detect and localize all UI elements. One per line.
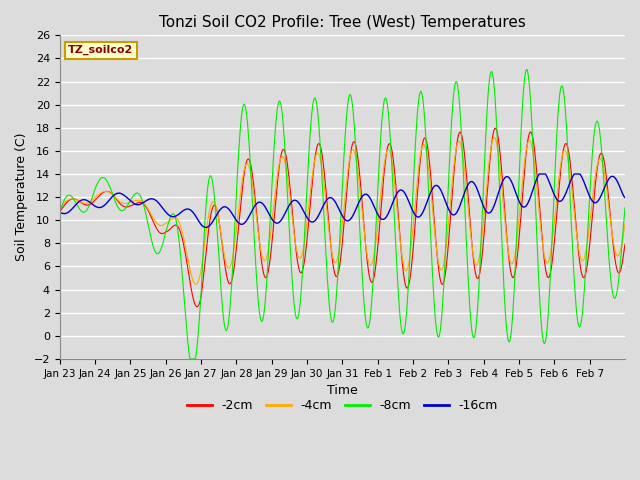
-2cm [193,304,201,310]
Line: -2cm: -2cm [60,128,625,307]
-8cm [255,303,262,309]
-16cm [536,171,543,177]
Line: -16cm: -16cm [60,174,625,228]
-4cm [433,251,441,257]
-8cm [186,356,194,362]
-16cm [122,194,130,200]
-16cm [276,218,284,224]
-4cm [621,221,629,227]
-8cm [227,295,235,301]
Legend: -2cm, -4cm, -8cm, -16cm: -2cm, -4cm, -8cm, -16cm [182,395,503,418]
-8cm [433,331,441,336]
-2cm [255,234,262,240]
-16cm [401,191,409,197]
-4cm [401,267,409,273]
-16cm [433,183,441,189]
Y-axis label: Soil Temperature (C): Soil Temperature (C) [15,133,28,262]
Line: -4cm: -4cm [60,137,625,284]
-2cm [227,280,235,286]
X-axis label: Time: Time [327,384,358,397]
-4cm [56,204,63,210]
-2cm [401,282,409,288]
-2cm [56,208,63,214]
-2cm [492,125,499,131]
Line: -8cm: -8cm [60,70,625,359]
-8cm [401,322,409,327]
-4cm [491,134,499,140]
-16cm [227,209,235,215]
-2cm [433,252,441,258]
-4cm [192,281,200,287]
-16cm [56,210,63,216]
-8cm [122,204,130,210]
-8cm [523,67,531,72]
-4cm [227,263,235,268]
Title: Tonzi Soil CO2 Profile: Tree (West) Temperatures: Tonzi Soil CO2 Profile: Tree (West) Temp… [159,15,526,30]
-8cm [276,99,284,105]
-16cm [255,199,262,205]
-8cm [56,209,63,215]
Text: TZ_soilco2: TZ_soilco2 [68,45,134,55]
-16cm [621,195,629,201]
-8cm [621,204,629,210]
-4cm [122,201,130,206]
-2cm [276,157,284,163]
-2cm [122,204,130,210]
-16cm [202,225,209,230]
-2cm [621,241,629,247]
-4cm [255,233,262,239]
-4cm [276,157,284,163]
